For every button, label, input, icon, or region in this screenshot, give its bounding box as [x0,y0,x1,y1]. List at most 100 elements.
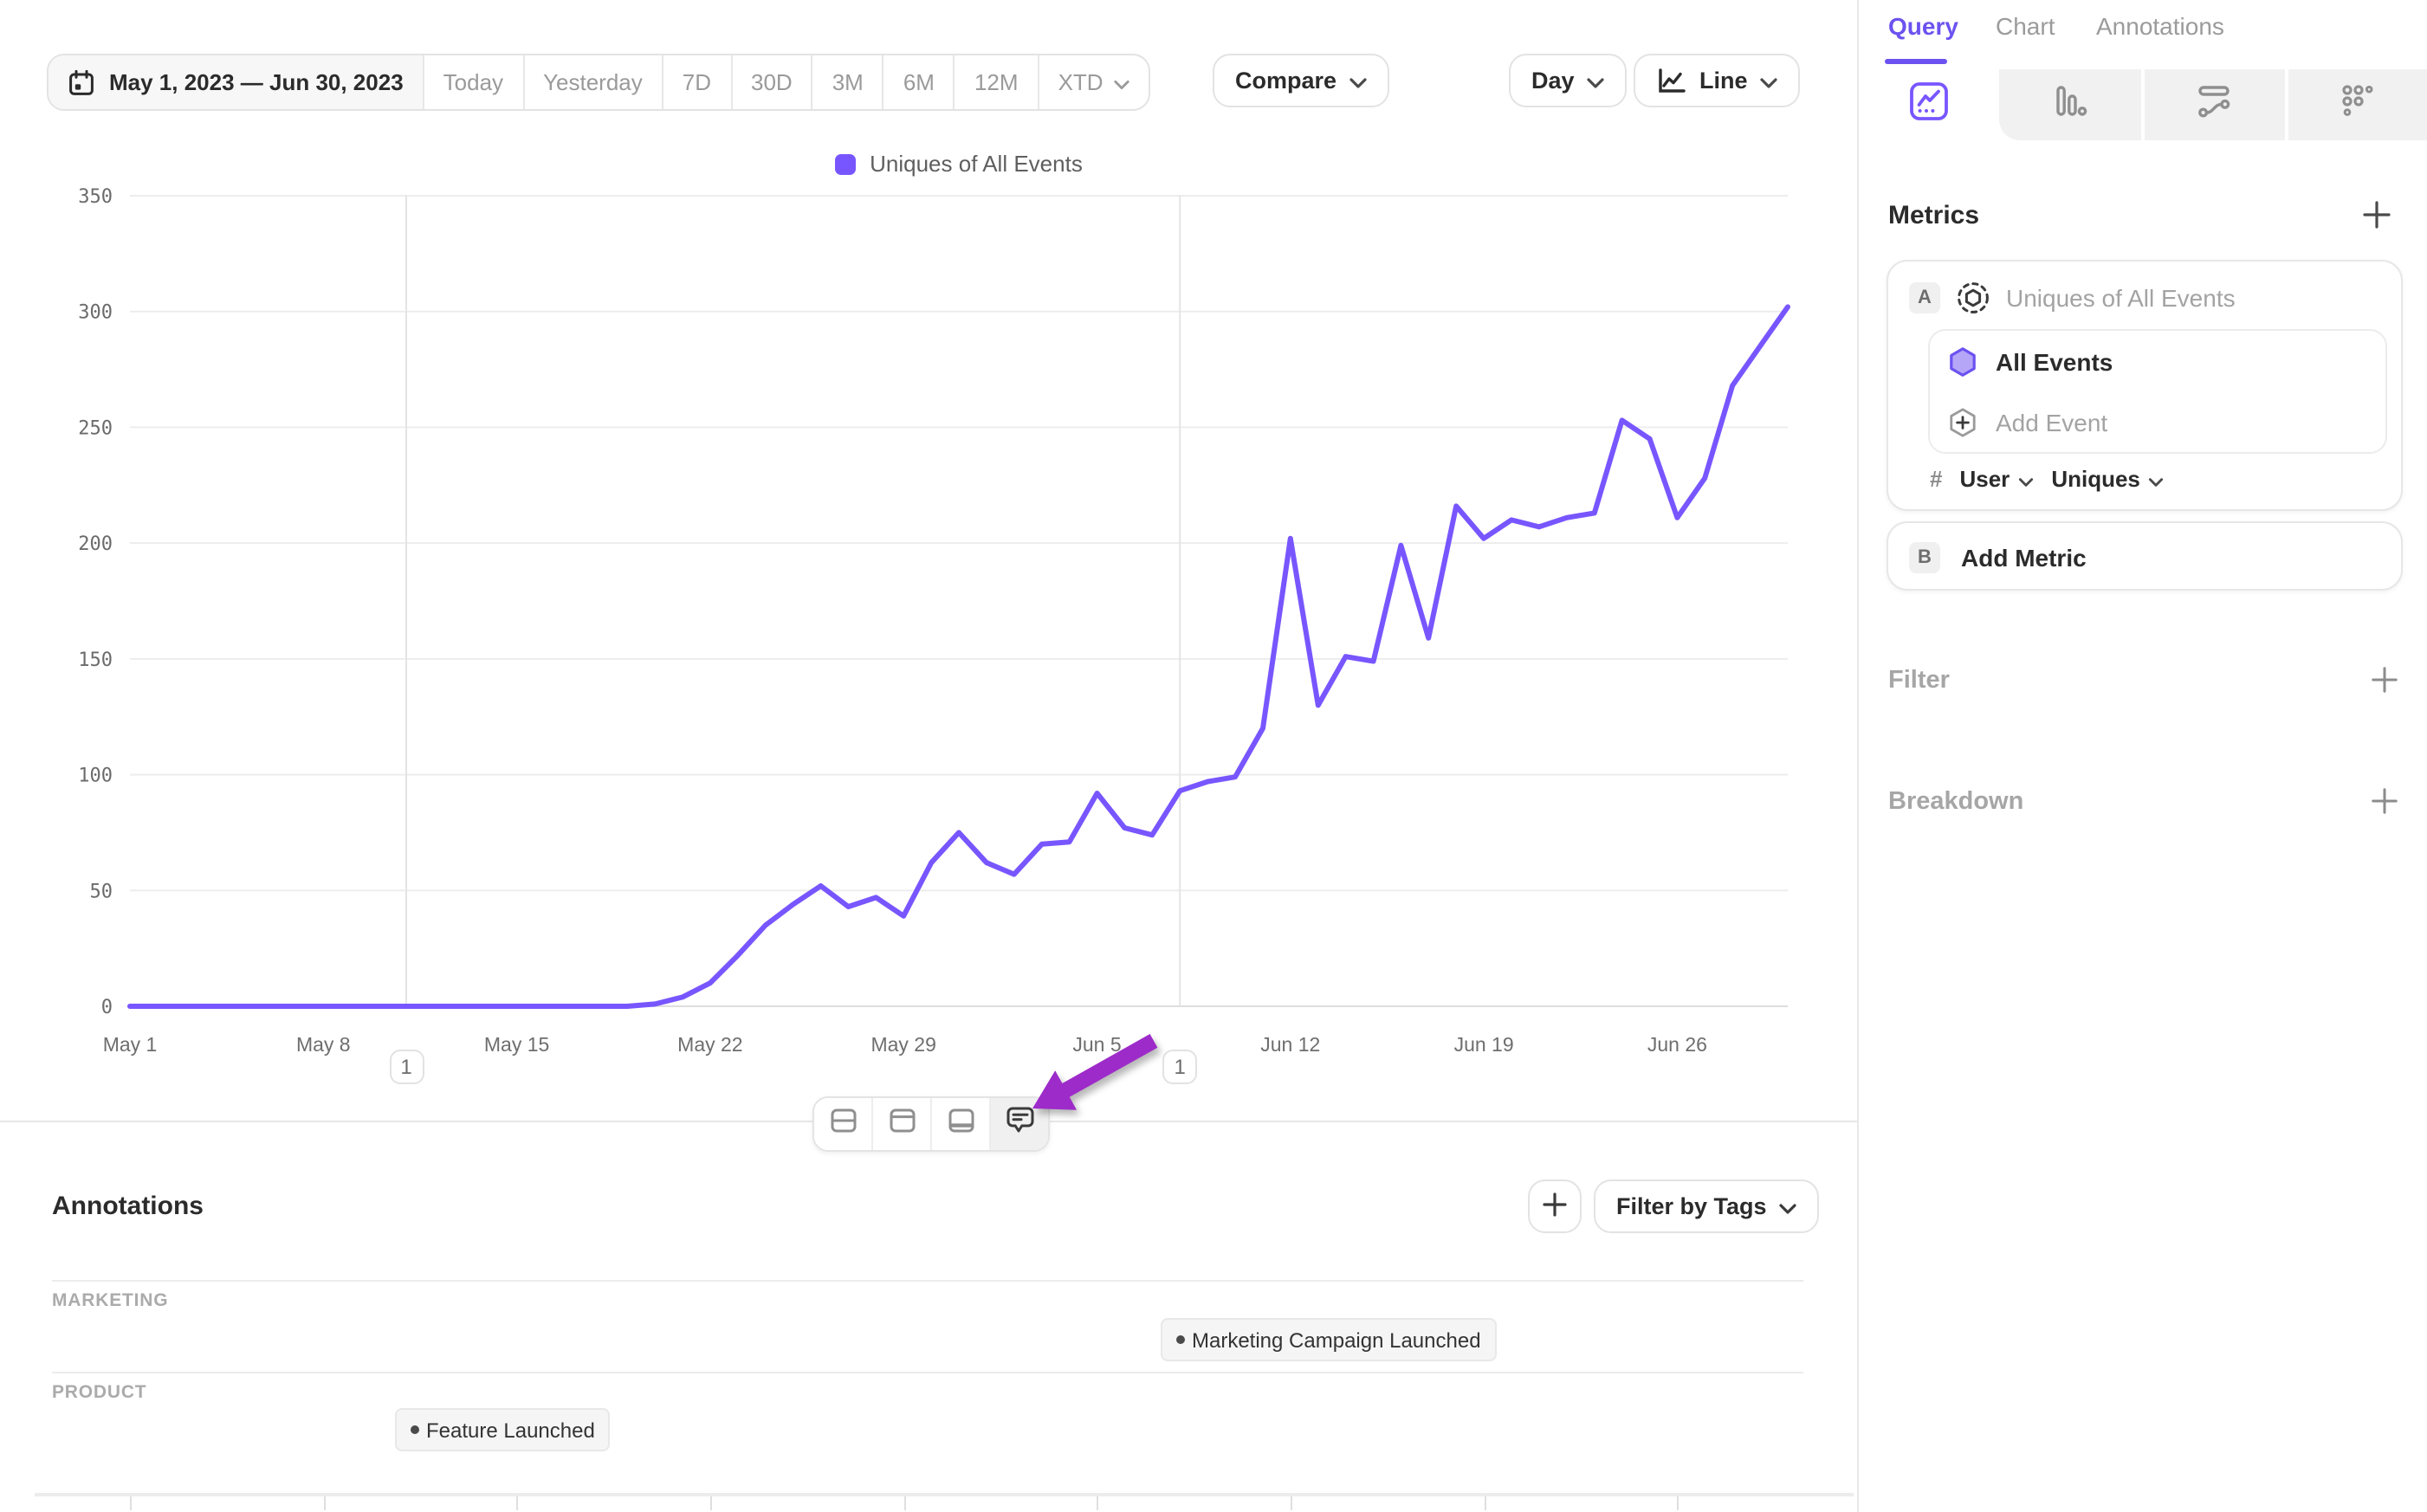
date-range-picker[interactable]: May 1, 2023 — Jun 30, 2023 [49,55,424,109]
chart-type-bar-button[interactable] [1999,69,2140,140]
svg-text:May 8: May 8 [296,1033,351,1056]
annotation-pill[interactable]: Marketing Campaign Launched [1161,1318,1497,1361]
svg-text:0: 0 [101,997,113,1018]
svg-text:Jun 26: Jun 26 [1647,1033,1707,1056]
add-metric-plus-button[interactable] [2361,199,2392,230]
line-chart-icon [1909,81,1949,129]
active-tab-underline [1885,59,1947,64]
hexagon-icon [1947,346,1978,377]
bullet-icon [411,1425,419,1434]
panel-top-icon [886,1106,917,1142]
svg-text:250: 250 [78,417,113,439]
filter-label: Filter [1888,666,1950,694]
svg-text:300: 300 [78,302,113,324]
split-horizontal-icon [827,1106,858,1142]
legend-label: Uniques of All Events [870,151,1083,177]
breakdown-section: Breakdown [1888,786,2399,816]
chevron-down-icon [1586,68,1604,94]
number-format-icon: # [1930,466,1943,492]
measure-select[interactable]: Uniques [2051,466,2165,492]
svg-text:Jun 19: Jun 19 [1454,1033,1514,1056]
tab-query[interactable]: Query [1888,12,1958,40]
add-event-hexagon-icon [1947,406,1978,437]
add-event-row[interactable]: Add Event [1930,391,2385,452]
event-row-all-events[interactable]: All Events [1930,331,2385,391]
preset-12m[interactable]: 12M [955,55,1039,109]
annotation-group-label: PRODUCT [52,1382,147,1403]
svg-text:Jun 12: Jun 12 [1260,1033,1320,1056]
preset-today[interactable]: Today [424,55,525,109]
annotations-title: Annotations [52,1192,204,1221]
dot-grid-icon [2338,81,2379,129]
svg-text:May 1: May 1 [103,1033,158,1056]
annotation-count-badge[interactable]: 1 [389,1050,424,1084]
chart-type-dots-button[interactable] [2284,69,2427,140]
svg-text:200: 200 [78,533,113,555]
chart-type-line-button[interactable] [1859,69,2000,140]
split-horizontal-button[interactable] [814,1098,873,1150]
annotation-count-badge[interactable]: 1 [1162,1050,1198,1084]
legend-swatch [835,153,857,174]
metric-card-b[interactable]: B Add Metric [1887,521,2403,591]
metrics-title: Metrics [1888,201,1980,230]
date-range-label: May 1, 2023 — Jun 30, 2023 [109,69,404,95]
chevron-down-icon [2149,466,2165,492]
interval-select[interactable]: Day [1509,54,1627,107]
line-chart-icon [1656,67,1687,94]
svg-text:May 22: May 22 [677,1033,742,1056]
metric-card-a: A Uniques of All Events All Events [1887,260,2403,511]
group-divider [52,1372,1803,1373]
svg-text:150: 150 [78,649,113,671]
chart-type-flow-button[interactable] [2140,69,2285,140]
add-filter-button[interactable] [2370,665,2399,695]
preset-3m[interactable]: 3M [813,55,884,109]
event-settings-icon[interactable] [1956,281,1990,315]
event-list: All Events Add Event [1928,329,2387,454]
entity-select[interactable]: User [1959,466,2034,492]
calendar-icon [68,68,95,96]
filter-section: Filter [1888,665,2399,695]
chevron-down-icon [1778,1193,1796,1219]
svg-text:May 15: May 15 [484,1033,549,1056]
chevron-down-icon [1113,69,1129,95]
chevron-down-icon [2018,466,2034,492]
preset-yesterday[interactable]: Yesterday [524,55,663,109]
metric-name[interactable]: Uniques of All Events [2006,284,2236,312]
query-sidebar: Query Chart Annotations Metrics A [1857,0,2427,1512]
layout-toolbar [812,1096,1050,1152]
date-range-group: May 1, 2023 — Jun 30, 2023 Today Yesterd… [47,54,1150,111]
add-annotation-button[interactable] [1528,1179,1582,1233]
chart-type-select[interactable]: Line [1634,54,1800,107]
preset-xtd[interactable]: XTD [1039,55,1149,109]
bar-chart-icon [2050,81,2090,129]
svg-text:May 29: May 29 [870,1033,935,1056]
tab-annotations[interactable]: Annotations [2096,12,2224,40]
flow-chart-icon [2193,81,2235,129]
breakdown-label: Breakdown [1888,787,2024,815]
metric-badge: B [1909,542,1940,573]
comment-icon [1004,1105,1035,1143]
filter-by-tags-button[interactable]: Filter by Tags [1594,1179,1819,1233]
chevron-down-icon [1759,68,1777,94]
panel-top-button[interactable] [873,1098,932,1150]
line-chart[interactable]: 0 50 100 150 200 250 300 350 May 1 May 8 May 15 May… [78,186,1790,1062]
chart-type-strip [1859,69,2427,140]
chevron-down-icon [1349,68,1366,94]
annotation-group-label: MARKETING [52,1290,169,1311]
annotation-pill[interactable]: Feature Launched [395,1408,611,1451]
add-metric-label: Add Metric [1961,544,2087,572]
preset-7d[interactable]: 7D [663,55,732,109]
preset-30d[interactable]: 30D [732,55,813,109]
main-area: May 1, 2023 — Jun 30, 2023 Today Yesterd… [0,54,1857,1510]
bullet-icon [1176,1335,1185,1344]
panel-bottom-button[interactable] [932,1098,991,1150]
svg-text:Jun 5: Jun 5 [1072,1033,1121,1056]
compare-button[interactable]: Compare [1213,54,1389,107]
annotations-panel-button[interactable] [991,1098,1048,1150]
panel-bottom-icon [945,1106,976,1142]
annotations-timeline-axis [35,1493,1854,1496]
tab-chart[interactable]: Chart [1996,12,2055,40]
preset-6m[interactable]: 6M [884,55,955,109]
add-breakdown-button[interactable] [2370,786,2399,816]
